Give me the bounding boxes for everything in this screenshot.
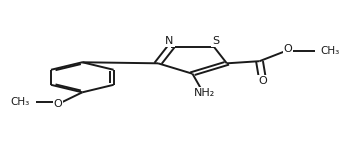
Text: N: N — [165, 36, 174, 46]
Text: CH₃: CH₃ — [10, 97, 29, 107]
Text: O: O — [258, 76, 266, 86]
Text: O: O — [284, 44, 293, 54]
Text: O: O — [54, 99, 62, 108]
Text: CH₃: CH₃ — [321, 46, 340, 56]
Text: S: S — [212, 36, 219, 46]
Text: NH₂: NH₂ — [194, 88, 215, 98]
